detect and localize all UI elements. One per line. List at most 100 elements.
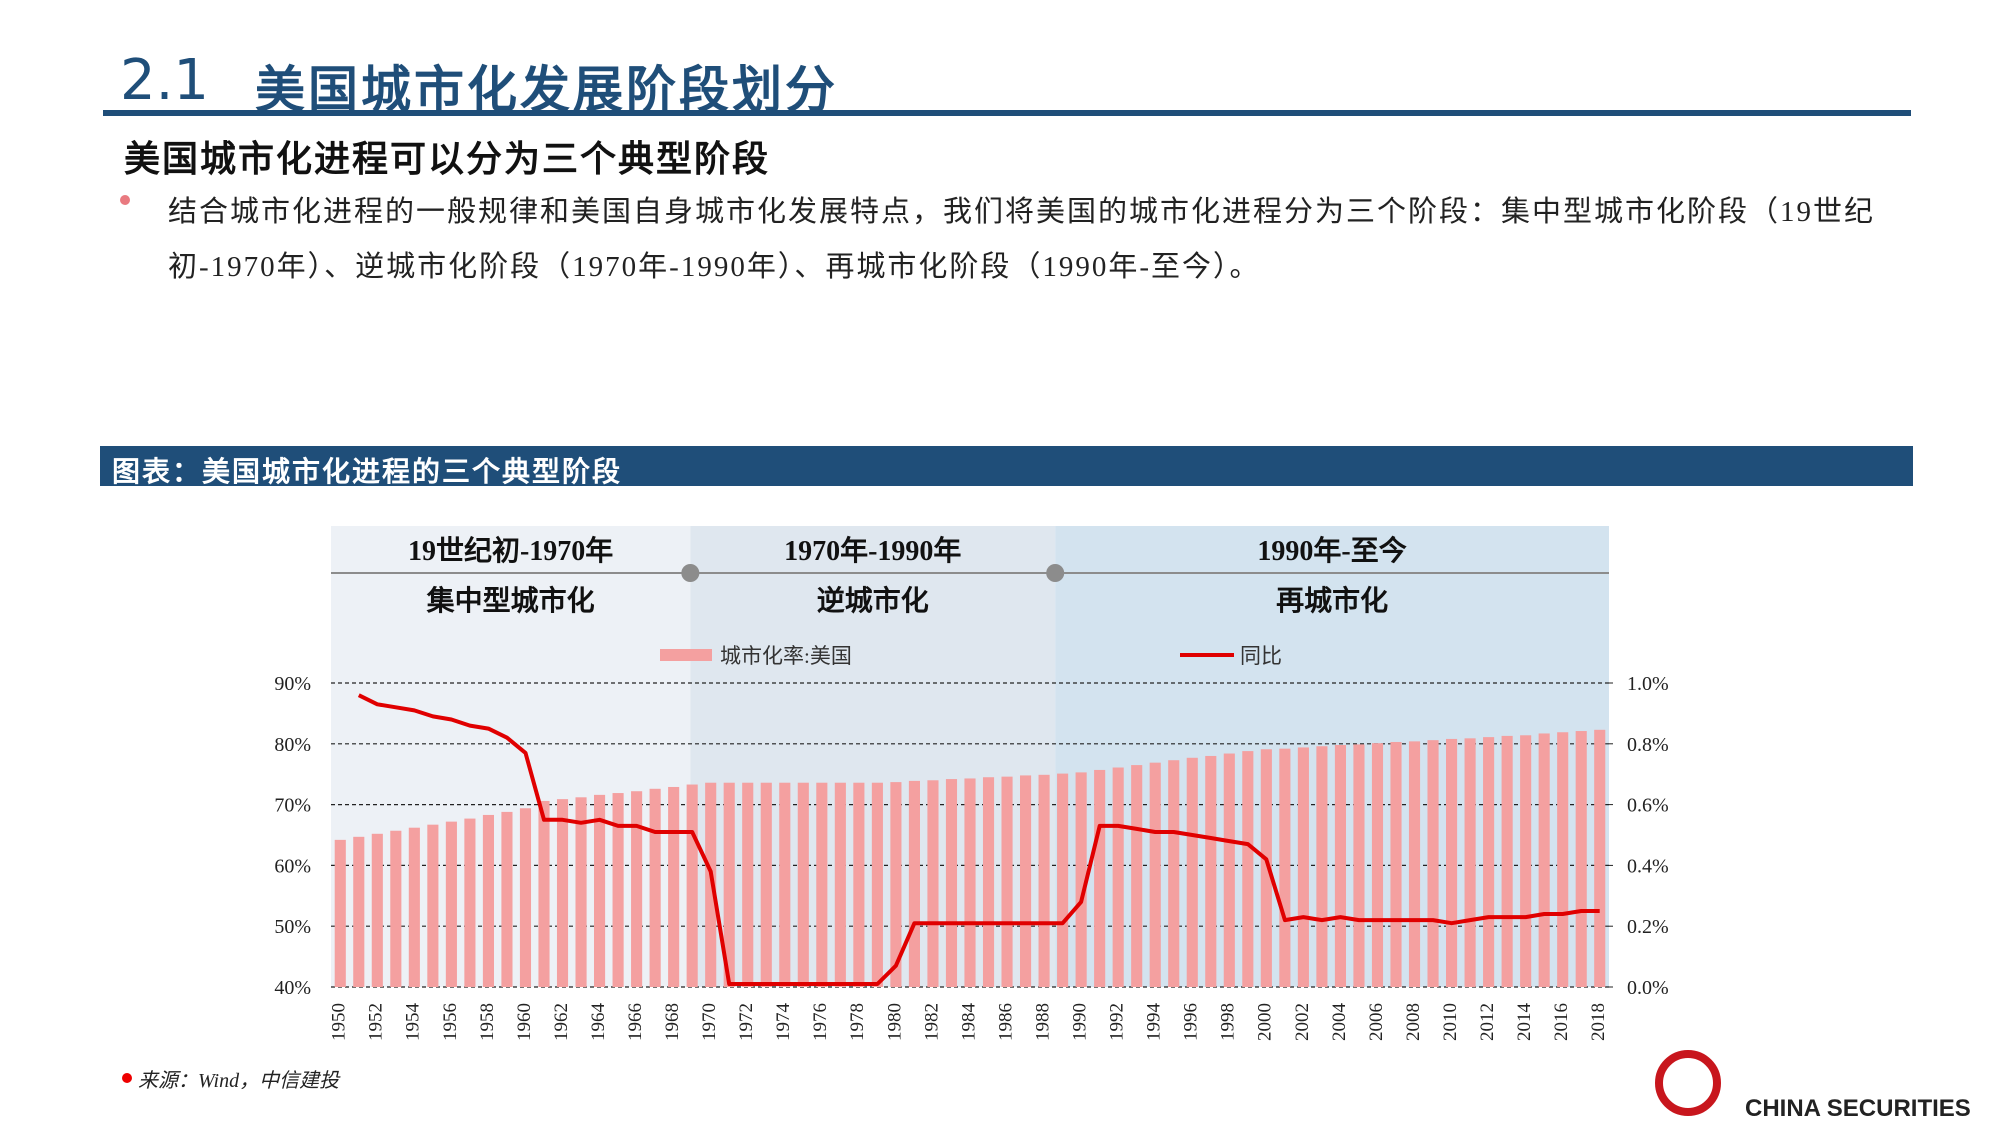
bar [1557, 732, 1569, 987]
x-tick-label: 1976 [810, 1003, 831, 1041]
y2-tick-label: 0.4% [1627, 855, 1669, 877]
bar [445, 821, 457, 987]
bar [1131, 765, 1143, 987]
bar [1242, 751, 1254, 987]
bar [760, 782, 772, 987]
bar [1353, 744, 1365, 987]
figure-banner [100, 446, 1913, 486]
figure-title: 图表：美国城市化进程的三个典型阶段 [112, 457, 623, 488]
bar [1038, 774, 1050, 987]
source: 来源：Wind，中信建投 [138, 1070, 340, 1092]
bar [1464, 738, 1476, 987]
bar [371, 833, 383, 987]
bar [1408, 741, 1421, 987]
bar [982, 777, 995, 987]
bar [631, 791, 643, 987]
x-tick-label: 1980 [884, 1003, 905, 1041]
bar [964, 778, 976, 987]
bar [723, 782, 735, 987]
phase-name: 逆城市化 [817, 584, 929, 617]
subtitle: 美国城市化进程可以分为三个典型阶段 [124, 139, 771, 179]
x-tick-label: 2004 [1329, 1003, 1350, 1042]
y-tick-label: 40% [274, 977, 311, 999]
phase-period: 1970年-1990年 [784, 534, 961, 567]
bar [668, 786, 680, 987]
y2-tick-label: 0.6% [1627, 795, 1669, 817]
bar [390, 830, 402, 987]
x-tick-label: 1954 [403, 1003, 424, 1042]
legend-swatch [660, 649, 712, 661]
y-tick-label: 80% [274, 734, 311, 756]
bar [464, 818, 476, 987]
x-tick-label: 1956 [440, 1003, 461, 1041]
bar [1279, 748, 1291, 987]
bar [705, 782, 717, 987]
bar [871, 782, 883, 987]
x-tick-label: 1996 [1181, 1003, 1202, 1041]
bar [1020, 775, 1032, 987]
source-dot [122, 1073, 132, 1083]
bar [1483, 737, 1495, 987]
bar [1334, 745, 1346, 987]
legend-label: 同比 [1240, 644, 1282, 668]
bar [1168, 760, 1180, 987]
x-tick-label: 1968 [662, 1003, 683, 1041]
bar [1094, 769, 1106, 987]
bar [1223, 753, 1235, 987]
x-tick-label: 1962 [551, 1003, 572, 1041]
x-tick-label: 1960 [514, 1003, 535, 1041]
bar [945, 779, 958, 987]
bar [1260, 749, 1272, 987]
bar [612, 793, 624, 987]
y-tick-label: 50% [274, 916, 311, 938]
header-rule [103, 110, 1911, 116]
bar [1520, 735, 1532, 987]
bar [1594, 729, 1606, 987]
x-tick-label: 2016 [1551, 1003, 1572, 1041]
x-tick-label: 2012 [1477, 1003, 1498, 1041]
section-title: 美国城市化发展阶段划分 [255, 62, 838, 118]
phase-period: 19世纪初-1970年 [408, 534, 613, 567]
phase-panel [1055, 526, 1609, 987]
phase-dot [1046, 564, 1065, 582]
bar [834, 782, 846, 987]
x-tick-label: 1950 [329, 1003, 350, 1041]
bar [927, 780, 939, 987]
bar [556, 799, 569, 987]
bar [1001, 776, 1013, 987]
bar [353, 836, 365, 987]
bar [1446, 738, 1458, 987]
logo-mark [1655, 1050, 1721, 1116]
bar [1149, 762, 1161, 987]
legend-label: 城市化率:美国 [720, 644, 852, 668]
bar [816, 782, 828, 987]
bar [1427, 740, 1439, 987]
x-tick-label: 2010 [1440, 1003, 1461, 1041]
bar [742, 782, 754, 987]
x-tick-label: 1974 [773, 1003, 794, 1042]
x-tick-label: 1986 [995, 1003, 1016, 1041]
x-tick-label: 2018 [1588, 1003, 1609, 1041]
y2-tick-label: 0.8% [1627, 734, 1669, 756]
bar [1501, 735, 1513, 987]
x-tick-label: 1966 [625, 1003, 646, 1041]
bar [501, 811, 513, 987]
y-tick-label: 60% [274, 855, 311, 877]
x-tick-label: 1992 [1107, 1003, 1128, 1041]
phase-name: 再城市化 [1276, 584, 1388, 617]
x-tick-label: 1990 [1069, 1003, 1090, 1041]
bar [908, 780, 920, 987]
bar [853, 782, 865, 987]
bar [1538, 733, 1550, 987]
bar [1390, 741, 1402, 987]
bullet-text: 结合城市化进程的一般规律和美国自身城市化发展特点，我们将美国的城市化进程分为三个… [168, 196, 1876, 283]
x-tick-label: 1970 [699, 1003, 720, 1041]
phase-period: 1990年-至今 [1257, 534, 1406, 567]
bar [1205, 755, 1217, 987]
bar [1057, 773, 1069, 987]
bar [1316, 746, 1328, 987]
bar [334, 839, 346, 987]
bar [649, 788, 661, 987]
